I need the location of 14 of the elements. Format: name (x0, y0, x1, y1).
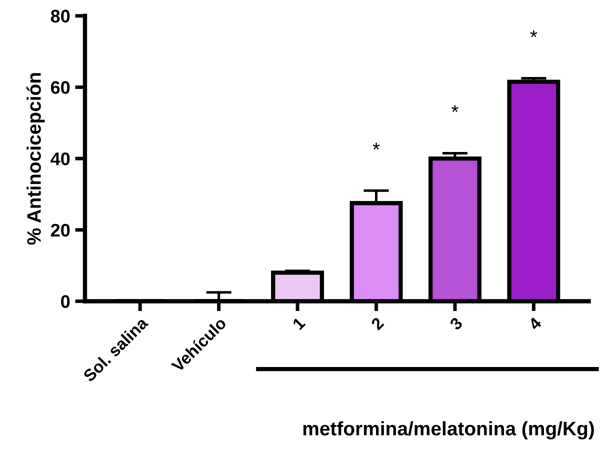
annotation: * (451, 105, 458, 112)
x-tick-label: 1 (292, 316, 306, 330)
annotation: * (530, 30, 538, 38)
annotation: * (372, 142, 380, 150)
y-tick-label: 40 (50, 152, 70, 166)
y-tick-label: 20 (50, 224, 70, 237)
x-tick-label: 2 (370, 316, 384, 331)
y-axis-title: % Antinocicepción (26, 73, 45, 245)
y-tick-label: 0 (61, 295, 70, 308)
x-axis-title: metformina/melatonina (mg/Kg) (303, 421, 594, 440)
x-tick-label: 3 (448, 316, 464, 331)
x-tick-label: 4 (528, 316, 542, 331)
y-tick-label: 60 (50, 81, 70, 94)
y-tick-label: 80 (50, 10, 70, 23)
